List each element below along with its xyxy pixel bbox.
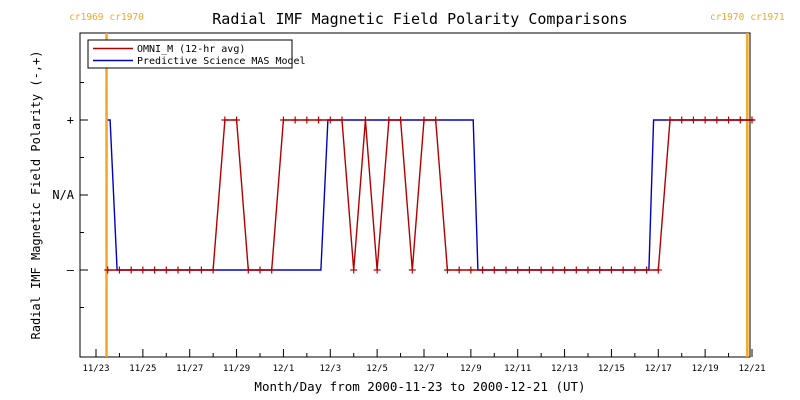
carrington-right-label: cr1971 xyxy=(750,12,785,23)
data-point-omni-m-12-hr-avg xyxy=(572,266,580,274)
data-point-omni-m-12-hr-avg xyxy=(420,116,428,124)
x-axis-ticks: 11/23 11/25 11/27 11/29 12/1 12/3 12/5 12/7 12/9… xyxy=(82,349,766,374)
data-point-omni-m-12-hr-avg xyxy=(502,266,510,274)
legend: OMNI_M (12-hr avg) Predictive Science MA… xyxy=(87,39,306,69)
data-point-omni-m-12-hr-avg xyxy=(326,116,334,124)
data-point-omni-m-12-hr-avg xyxy=(525,266,533,274)
data-point-omni-m-12-hr-avg xyxy=(701,116,709,124)
x-axis-label: Month/Day from 2000-11-23 to 2000-12-21 … xyxy=(254,379,585,394)
data-point-omni-m-12-hr-avg xyxy=(291,116,299,124)
x-tick-label: 12/13 xyxy=(551,364,578,374)
data-point-omni-m-12-hr-avg xyxy=(561,266,569,274)
x-tick-label: 12/1 xyxy=(273,364,295,374)
x-tick-label: 12/3 xyxy=(319,364,341,374)
data-point-omni-m-12-hr-avg xyxy=(678,116,686,124)
data-point-omni-m-12-hr-avg xyxy=(244,266,252,274)
legend-label-mas: Predictive Science MAS Model xyxy=(137,56,306,67)
x-tick-label: 12/17 xyxy=(645,364,672,374)
y-tick-label: N/A xyxy=(52,188,74,202)
legend-box xyxy=(87,39,293,69)
data-point-omni-m-12-hr-avg xyxy=(303,116,311,124)
data-point-omni-m-12-hr-avg xyxy=(151,266,159,274)
data-point-omni-m-12-hr-avg xyxy=(748,116,756,124)
data-point-omni-m-12-hr-avg xyxy=(174,266,182,274)
x-tick-label: 12/21 xyxy=(738,364,765,374)
data-point-omni-m-12-hr-avg xyxy=(596,266,604,274)
data-point-omni-m-12-hr-avg xyxy=(127,266,135,274)
carrington-right-label: cr1970 xyxy=(110,12,145,23)
data-point-omni-m-12-hr-avg xyxy=(209,266,217,274)
data-point-omni-m-12-hr-avg xyxy=(443,266,451,274)
data-point-omni-m-12-hr-avg xyxy=(432,116,440,124)
data-point-omni-m-12-hr-avg xyxy=(104,266,112,274)
data-point-omni-m-12-hr-avg xyxy=(654,266,662,274)
carrington-left-label: cr1970 xyxy=(710,12,745,23)
data-point-omni-m-12-hr-avg xyxy=(233,116,241,124)
data-point-omni-m-12-hr-avg xyxy=(619,266,627,274)
legend-label-omni: OMNI_M (12-hr avg) xyxy=(137,44,245,55)
x-tick-label: 12/7 xyxy=(413,364,435,374)
data-point-omni-m-12-hr-avg xyxy=(385,116,393,124)
data-point-omni-m-12-hr-avg xyxy=(514,266,522,274)
y-axis-label: Radial IMF Magnetic Field Polarity (-,+) xyxy=(29,51,43,340)
x-tick-label: 11/25 xyxy=(129,364,156,374)
data-point-omni-m-12-hr-avg xyxy=(361,116,369,124)
y-tick-label: – xyxy=(67,263,75,277)
data-point-omni-m-12-hr-avg xyxy=(736,116,744,124)
data-point-omni-m-12-hr-avg xyxy=(607,266,615,274)
data-point-omni-m-12-hr-avg xyxy=(373,266,381,274)
y-axis-ticks: + N/A – xyxy=(52,82,88,308)
data-point-omni-m-12-hr-avg xyxy=(315,116,323,124)
carrington-left-label: cr1969 xyxy=(69,12,104,23)
carrington-markers: cr1969 cr1970 cr1970 cr1971 xyxy=(69,12,785,357)
data-point-omni-m-12-hr-avg xyxy=(350,266,358,274)
data-point-omni-m-12-hr-avg xyxy=(115,266,123,274)
x-tick-label: 11/23 xyxy=(82,364,109,374)
data-point-omni-m-12-hr-avg xyxy=(584,266,592,274)
data-point-omni-m-12-hr-avg xyxy=(479,266,487,274)
data-point-omni-m-12-hr-avg xyxy=(221,116,229,124)
data-point-omni-m-12-hr-avg xyxy=(408,266,416,274)
x-tick-label: 12/11 xyxy=(504,364,531,374)
data-point-omni-m-12-hr-avg xyxy=(197,266,205,274)
data-point-omni-m-12-hr-avg xyxy=(666,116,674,124)
data-point-omni-m-12-hr-avg xyxy=(256,266,264,274)
data-point-omni-m-12-hr-avg xyxy=(725,116,733,124)
y-tick-label: + xyxy=(67,113,74,127)
data-point-omni-m-12-hr-avg xyxy=(537,266,545,274)
data-point-omni-m-12-hr-avg xyxy=(549,266,557,274)
x-tick-label: 11/29 xyxy=(223,364,250,374)
data-point-omni-m-12-hr-avg xyxy=(186,266,194,274)
chart-title: Radial IMF Magnetic Field Polarity Compa… xyxy=(212,10,627,28)
data-point-omni-m-12-hr-avg xyxy=(268,266,276,274)
x-tick-label: 12/15 xyxy=(598,364,625,374)
data-point-omni-m-12-hr-avg xyxy=(689,116,697,124)
data-point-omni-m-12-hr-avg xyxy=(162,266,170,274)
data-point-omni-m-12-hr-avg xyxy=(643,266,651,274)
data-point-omni-m-12-hr-avg xyxy=(631,266,639,274)
data-point-omni-m-12-hr-avg xyxy=(713,116,721,124)
data-point-omni-m-12-hr-avg xyxy=(455,266,463,274)
data-point-omni-m-12-hr-avg xyxy=(490,266,498,274)
x-tick-label: 12/19 xyxy=(692,364,719,374)
data-point-omni-m-12-hr-avg xyxy=(139,266,147,274)
data-point-omni-m-12-hr-avg xyxy=(279,116,287,124)
series-layer xyxy=(104,116,756,274)
data-point-omni-m-12-hr-avg xyxy=(338,116,346,124)
data-point-omni-m-12-hr-avg xyxy=(467,266,475,274)
x-tick-label: 12/5 xyxy=(366,364,388,374)
x-tick-label: 12/9 xyxy=(460,364,482,374)
x-tick-label: 11/27 xyxy=(176,364,203,374)
data-point-omni-m-12-hr-avg xyxy=(397,116,405,124)
